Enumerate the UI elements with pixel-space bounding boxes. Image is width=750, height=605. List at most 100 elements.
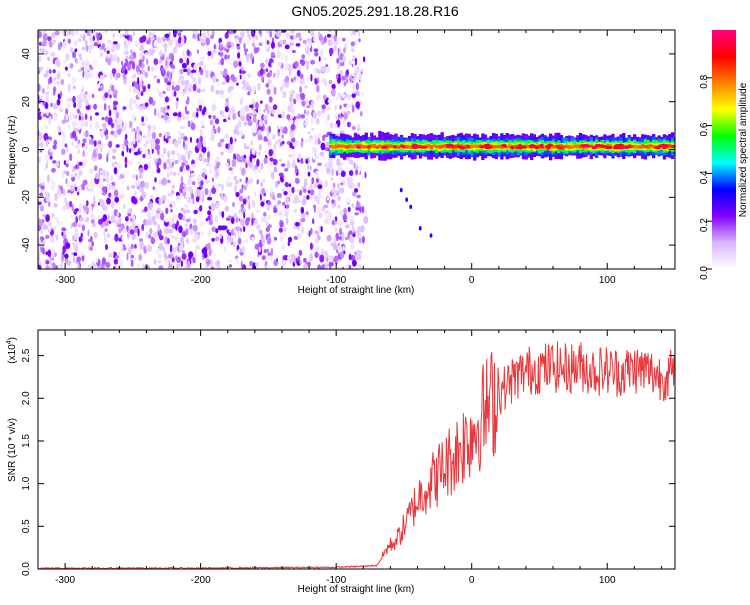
- noise-dot: [54, 30, 60, 36]
- noise-dot: [111, 84, 115, 92]
- noise-dot: [280, 163, 286, 167]
- noise-dot: [77, 148, 81, 155]
- noise-dot: [208, 114, 212, 119]
- noise-dot: [72, 120, 76, 127]
- noise-dot: [182, 215, 186, 221]
- noise-dot: [290, 123, 296, 131]
- noise-dot: [171, 201, 176, 206]
- noise-dot: [219, 51, 224, 57]
- signal-cell: [475, 144, 480, 148]
- noise-dot: [65, 52, 70, 61]
- noise-dot: [291, 108, 295, 115]
- noise-dot: [292, 158, 295, 167]
- noise-dot: [76, 256, 82, 263]
- noise-dot: [277, 180, 280, 185]
- noise-dot: [47, 56, 51, 61]
- noise-dot: [148, 152, 152, 159]
- noise-dot: [270, 247, 274, 256]
- noise-dot: [237, 237, 242, 245]
- noise-dot: [296, 199, 301, 203]
- noise-dot: [101, 43, 106, 48]
- noise-dot: [307, 131, 311, 135]
- noise-dot: [61, 119, 66, 125]
- signal-cell: [443, 144, 447, 148]
- noise-dot: [79, 217, 84, 222]
- noise-dot: [224, 106, 229, 113]
- noise-dot: [346, 197, 351, 203]
- signal-cell: [641, 144, 645, 149]
- noise-dot: [290, 178, 294, 184]
- noise-dot: [134, 190, 137, 196]
- noise-dot: [310, 30, 314, 36]
- noise-dot: [305, 99, 310, 107]
- noise-dot: [102, 122, 107, 128]
- noise-dot: [172, 213, 177, 218]
- noise-dot: [345, 224, 350, 229]
- signal-cell: [643, 145, 648, 149]
- noise-dot: [103, 47, 107, 52]
- noise-dot: [61, 148, 66, 156]
- noise-dot: [236, 153, 241, 162]
- noise-dot: [232, 30, 237, 34]
- noise-dot: [163, 162, 167, 170]
- noise-dot: [55, 160, 60, 168]
- colorbar-tick-label: 0.0: [699, 266, 710, 280]
- noise-dot: [355, 206, 360, 211]
- noise-dot: [252, 99, 255, 103]
- noise-dot: [47, 36, 52, 42]
- noise-dot: [144, 71, 149, 78]
- signal-cell: [543, 145, 547, 149]
- noise-dot: [60, 261, 63, 269]
- noise-dot: [244, 36, 250, 46]
- noise-dot: [344, 113, 348, 120]
- noise-dot: [277, 200, 282, 205]
- signal-cell: [597, 145, 601, 149]
- noise-dot: [137, 228, 140, 237]
- noise-dot: [162, 90, 167, 95]
- signal-cell: [364, 145, 368, 149]
- noise-dot: [230, 217, 235, 224]
- noise-dot: [354, 30, 359, 33]
- noise-dot: [72, 221, 78, 228]
- noise-dot: [236, 226, 241, 230]
- noise-dot: [122, 228, 127, 233]
- noise-dot: [233, 226, 236, 235]
- noise-dot: [335, 73, 339, 80]
- noise-dot: [321, 248, 324, 256]
- noise-dot: [355, 101, 360, 109]
- spectrogram-xtick-label: 0: [469, 275, 475, 286]
- noise-dot: [40, 205, 44, 212]
- noise-dot: [167, 150, 170, 159]
- noise-dot: [135, 103, 139, 110]
- noise-dot: [187, 152, 191, 160]
- noise-dot: [337, 92, 342, 98]
- noise-dot: [61, 205, 67, 211]
- signal-cell: [389, 144, 393, 148]
- noise-dot: [137, 90, 140, 96]
- noise-dot: [312, 152, 315, 160]
- noise-dot: [84, 59, 89, 68]
- noise-dot: [239, 178, 242, 182]
- noise-dot: [151, 131, 156, 140]
- noise-dot: [119, 32, 122, 39]
- noise-dot: [247, 120, 253, 127]
- noise-dot: [224, 32, 229, 39]
- noise-dot: [356, 200, 359, 209]
- noise-dot: [257, 82, 261, 91]
- noise-dot: [49, 155, 53, 160]
- noise-dot: [129, 120, 133, 128]
- noise-dot: [272, 158, 278, 166]
- noise-dot: [134, 131, 137, 140]
- noise-dot: [349, 234, 353, 243]
- noise-dot: [272, 84, 275, 90]
- noise-dot: [150, 66, 156, 72]
- noise-dot: [202, 246, 208, 255]
- noise-dot: [95, 147, 99, 152]
- noise-dot: [232, 201, 235, 207]
- noise-dot: [318, 56, 321, 62]
- noise-dot: [266, 215, 272, 220]
- noise-dot: [47, 78, 51, 86]
- noise-dot: [74, 40, 78, 47]
